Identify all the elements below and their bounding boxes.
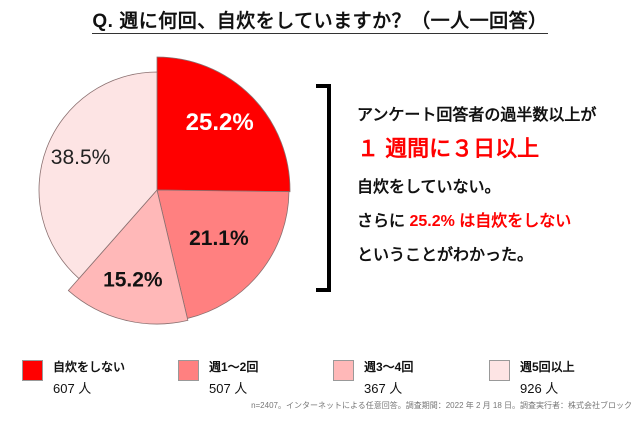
legend-count: 367 人 [364, 381, 403, 396]
legend-swatch [22, 360, 43, 381]
legend-count: 607 人 [53, 381, 92, 396]
legend-count: 926 人 [520, 381, 559, 396]
pie-slice [38, 71, 158, 280]
legend-label: 週5回以上 [520, 360, 575, 374]
data-label: 21.1% [189, 227, 249, 250]
data-label: 25.2% [186, 109, 254, 136]
legend-swatch [489, 360, 510, 381]
pie-slice [67, 189, 189, 325]
message-line-4: さらに 25.2% は自炊をしない [357, 213, 572, 230]
message-line-2: １ 週間に３日以上 [357, 136, 540, 161]
pie-slice [156, 56, 291, 193]
data-label: 38.5% [51, 146, 111, 169]
chart-title: Q. 週に何回、自炊をしていますか？（一人一回答） [92, 11, 548, 34]
legend-label: 自炊をしない [53, 360, 126, 374]
pie-chart: 25.2% 21.1% 15.2% 38.5% [38, 56, 291, 325]
pie-slice [156, 189, 290, 319]
legend-swatch [178, 360, 199, 381]
legend-label: 週1～2回 [209, 360, 259, 374]
message-line-3: 自炊をしていない。 [357, 179, 501, 196]
message-line-5: ということがわかった。 [357, 247, 534, 264]
bracket [316, 84, 331, 292]
legend-swatch [333, 360, 354, 381]
data-label: 15.2% [103, 269, 163, 292]
legend-label: 週3～4回 [364, 360, 414, 374]
footnote: n=2407。インターネットによる任意回答。調査期間：2022 年 2 月 18… [251, 401, 632, 410]
legend-count: 507 人 [209, 381, 248, 396]
message-line-1: アンケート回答者の過半数以上が [357, 107, 597, 124]
